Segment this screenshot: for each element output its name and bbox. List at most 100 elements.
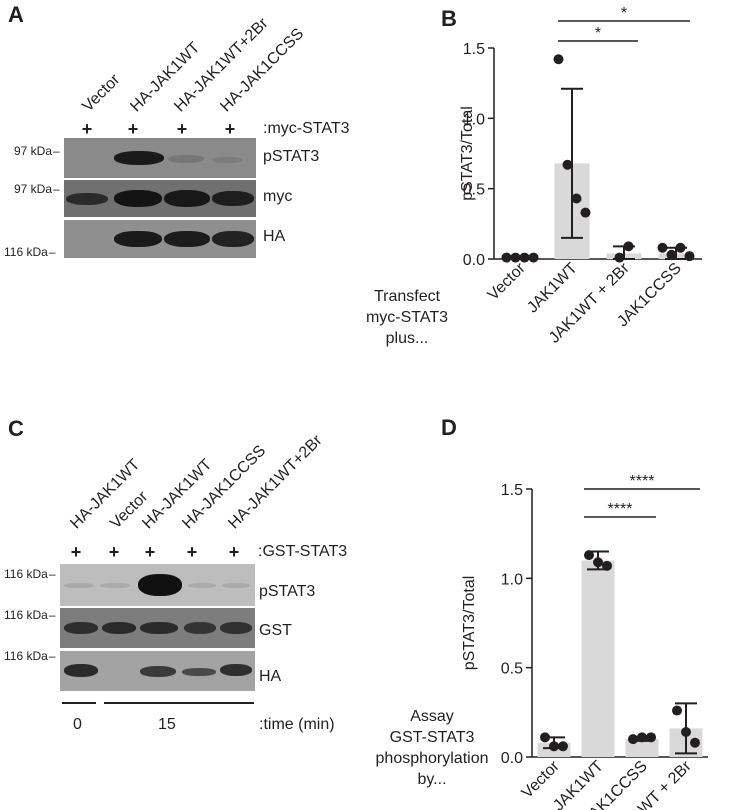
- blot-label: HA: [263, 228, 286, 245]
- note-line: Assay: [410, 708, 454, 725]
- condition-label: :myc-STAT3: [263, 120, 350, 137]
- note-line: plus...: [385, 330, 429, 347]
- significance-label: ****: [630, 473, 655, 490]
- bar: [581, 560, 615, 757]
- data-point: [675, 242, 686, 253]
- data-point: [623, 241, 634, 252]
- y-tick-label: 0.5: [501, 661, 523, 678]
- time-label: :time (min): [259, 716, 335, 733]
- band: [168, 155, 204, 163]
- data-point: [584, 550, 594, 561]
- kda-marker: 116 kDa: [4, 649, 56, 663]
- chart-note: Transfect myc-STAT3 plus...: [352, 286, 462, 349]
- y-tick-label: 1.0: [463, 111, 485, 128]
- blot-label: GST: [259, 622, 292, 639]
- band: [114, 151, 164, 165]
- data-point: [553, 54, 564, 65]
- band: [212, 191, 254, 206]
- time-bar-0: [62, 702, 96, 704]
- data-point: [562, 159, 573, 170]
- band: [138, 574, 182, 596]
- bar: [658, 253, 694, 259]
- blot-ha: [60, 651, 255, 691]
- plus-lane-1: +: [81, 119, 93, 139]
- lane-label-vector: Vector: [79, 71, 124, 116]
- band: [220, 622, 252, 634]
- band: [114, 190, 162, 207]
- blot-myc: [64, 180, 256, 217]
- band: [140, 622, 178, 634]
- x-tick-label: JAK1WT: [524, 260, 581, 317]
- plus-lane-4: +: [224, 119, 236, 139]
- panel-a-letter: A: [8, 2, 24, 27]
- data-point: [549, 741, 559, 752]
- band: [140, 666, 176, 677]
- band: [102, 622, 136, 634]
- band: [66, 193, 108, 205]
- significance-label: *: [595, 25, 601, 42]
- bar: [537, 742, 571, 757]
- note-line: by...: [417, 771, 447, 788]
- bar: [625, 739, 659, 757]
- x-tick-label: JAK1CCSS: [580, 758, 651, 810]
- note-line: phosphorylation: [375, 750, 489, 767]
- blot-label: HA: [259, 668, 282, 685]
- y-tick-label: 0.0: [501, 750, 523, 767]
- y-tick-label: 0.5: [463, 182, 485, 199]
- kda-marker: 97 kDa: [14, 182, 60, 196]
- band: [64, 583, 94, 588]
- data-point: [681, 726, 691, 737]
- y-tick-label: 1.5: [501, 482, 523, 499]
- band: [64, 622, 98, 634]
- data-point: [637, 732, 647, 743]
- y-tick-label: 1.5: [463, 41, 485, 58]
- blot-label: pSTAT3: [259, 583, 316, 600]
- lane-label-jak1ccss: HA-JAK1CCSS: [217, 25, 308, 116]
- band: [212, 231, 254, 247]
- note-line: GST-STAT3: [389, 729, 475, 746]
- note-line: Transfect: [373, 288, 441, 305]
- plus-lane-2: +: [127, 119, 139, 139]
- panel-b-letter: B: [441, 6, 457, 31]
- band: [164, 190, 210, 207]
- blot-label: myc: [263, 188, 293, 205]
- data-point: [657, 242, 668, 253]
- blot-gst: [60, 608, 255, 648]
- band: [164, 231, 210, 247]
- time-value-0: 0: [73, 716, 82, 733]
- band: [220, 664, 252, 676]
- x-tick-label: JAK1WT + 2Br: [608, 757, 695, 810]
- condition-label: :GST-STAT3: [258, 543, 348, 560]
- significance-label: *: [621, 5, 627, 22]
- blot-pstat3: [64, 138, 256, 178]
- data-point: [501, 252, 512, 263]
- bar: [554, 163, 590, 259]
- data-point: [519, 252, 530, 263]
- band: [182, 668, 216, 676]
- kda-marker: 116 kDa: [4, 245, 56, 259]
- time-value-15: 15: [158, 716, 176, 733]
- data-point: [666, 249, 677, 260]
- data-point: [646, 732, 656, 743]
- plus-lane-1: +: [70, 542, 82, 562]
- y-tick-label: 0.0: [463, 252, 485, 269]
- plus-lane-4: +: [186, 542, 198, 562]
- data-point: [628, 734, 638, 745]
- x-tick-label: JAK1WT + 2Br: [546, 259, 633, 346]
- y-axis-label: pSTAT3/Total: [459, 106, 476, 201]
- plus-lane-2: +: [108, 542, 120, 562]
- bar: [502, 257, 538, 259]
- kda-marker: 116 kDa: [4, 567, 56, 581]
- blot-pstat3: [60, 564, 255, 606]
- data-point: [672, 705, 682, 716]
- panel-d-letter: D: [441, 415, 457, 440]
- plus-lane-3: +: [176, 119, 188, 139]
- x-tick-label: JAK1WT: [550, 758, 607, 810]
- plus-lane-5: +: [228, 542, 240, 562]
- band: [222, 583, 250, 588]
- data-point: [558, 741, 568, 752]
- band: [100, 583, 130, 588]
- significance-label: ****: [608, 501, 633, 518]
- data-point: [684, 251, 695, 262]
- y-tick-label: 1.0: [501, 571, 523, 588]
